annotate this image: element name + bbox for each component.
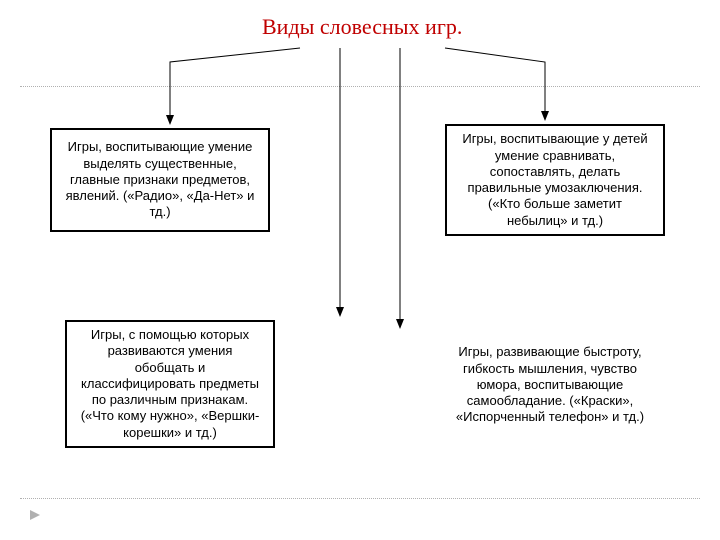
node-bottom-left: Игры, с помощью которых развиваются умен… [65,320,275,448]
footer-triangle-path [30,510,40,520]
arrow-4 [445,48,545,120]
divider-bottom [20,498,700,499]
node-top-right: Игры, воспитывающие у детей умение сравн… [445,124,665,236]
node-top-left: Игры, воспитывающие умение выделять суще… [50,128,270,232]
node-bottom-right-text: Игры, развивающие быстроту, гибкость мыш… [450,344,650,425]
node-bottom-right: Игры, развивающие быстроту, гибкость мыш… [440,330,660,440]
footer-triangle-icon [30,510,42,522]
divider-top [20,86,700,87]
node-bottom-left-text: Игры, с помощью которых развиваются умен… [77,327,263,441]
page-title: Виды словесных игр. [262,14,462,40]
node-top-right-text: Игры, воспитывающие у детей умение сравн… [457,131,653,229]
arrows-layer [0,0,720,540]
node-top-left-text: Игры, воспитывающие умение выделять суще… [62,139,258,220]
